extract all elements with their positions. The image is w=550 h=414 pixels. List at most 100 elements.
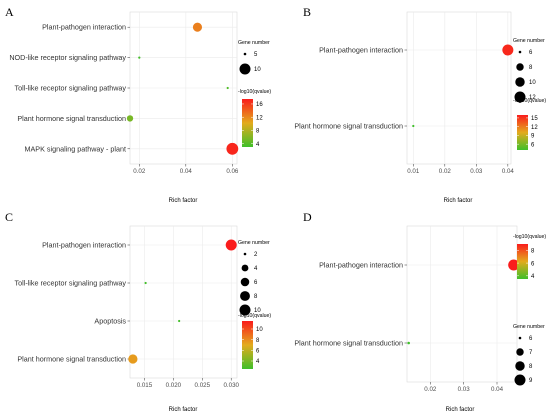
size-legend-dot xyxy=(514,374,526,386)
color-legend-label: 6 xyxy=(531,261,535,267)
x-tick-label: 0.025 xyxy=(195,382,211,389)
x-tick-label: 0.04 xyxy=(502,168,515,175)
pathway-label: Plant-pathogen interaction xyxy=(42,23,126,32)
x-tick-label: 0.01 xyxy=(407,168,420,175)
data-point xyxy=(144,281,147,285)
data-point xyxy=(508,259,520,271)
color-legend-label: 6 xyxy=(256,349,260,355)
size-legend-dot xyxy=(239,304,251,316)
pathway-label: Plant-pathogen interaction xyxy=(319,261,403,270)
size-legend-label: 9 xyxy=(529,378,533,384)
x-tick-label: 0.020 xyxy=(166,382,182,389)
data-point xyxy=(407,341,410,345)
size-legend-dot xyxy=(240,277,250,287)
color-legend-title: -log10(qvalue) xyxy=(238,89,271,95)
data-point xyxy=(126,115,134,122)
panel-c: C 0.015 0.020 0.025 0.030 Plant-pathogen inte… xyxy=(5,210,271,413)
color-legend-label: 6 xyxy=(531,142,535,148)
size-legend-label: 6 xyxy=(254,280,258,286)
size-legend-label: 5 xyxy=(254,52,258,58)
plot-area xyxy=(406,225,518,383)
data-point xyxy=(138,56,141,59)
size-legend-label: 8 xyxy=(529,364,533,370)
x-axis-title: Rich factor xyxy=(169,407,198,413)
size-legend-title: Gene number xyxy=(513,38,545,44)
size-legend-dot xyxy=(518,50,522,54)
color-legend-bar xyxy=(242,321,253,369)
plot-area xyxy=(129,225,238,379)
data-point xyxy=(225,239,237,251)
color-legend-title: -log10(qvalue) xyxy=(513,234,546,240)
size-legend-label: 6 xyxy=(529,50,533,56)
size-legend-label: 4 xyxy=(254,266,258,272)
size-legend-dot xyxy=(514,91,526,103)
size-legend-title: Gene number xyxy=(238,40,270,46)
color-legend-label: 4 xyxy=(256,142,260,148)
size-legend-dot xyxy=(239,63,251,75)
x-tick-label: 0.04 xyxy=(180,168,193,175)
size-legend-dot xyxy=(240,291,250,301)
pathway-label: Toll-like receptor signaling pathway xyxy=(15,279,127,288)
x-tick-label: 0.06 xyxy=(226,168,239,175)
pathway-label: Apoptosis xyxy=(94,317,126,326)
size-legend-dot xyxy=(241,264,249,272)
size-legend-title: Gene number xyxy=(513,324,545,330)
x-axis-title: Rich factor xyxy=(444,198,473,204)
data-point xyxy=(502,44,514,56)
data-point xyxy=(226,86,229,90)
size-legend-dot xyxy=(243,52,247,56)
x-axis-title: Rich factor xyxy=(169,198,198,204)
x-tick-label: 0.02 xyxy=(133,168,146,175)
color-legend-bar xyxy=(242,99,253,147)
plot-area xyxy=(406,11,512,165)
data-point xyxy=(178,319,181,323)
color-legend-title: -log10(qvalue) xyxy=(238,313,271,319)
color-legend-label: 16 xyxy=(256,102,263,108)
color-legend-label: 15 xyxy=(531,116,538,122)
size-legend-label: 10 xyxy=(254,67,261,73)
x-tick-label: 0.02 xyxy=(424,386,437,393)
color-legend-label: 8 xyxy=(531,249,535,255)
size-legend-label: 6 xyxy=(529,336,533,342)
size-legend-label: 8 xyxy=(529,65,533,71)
data-point xyxy=(128,354,138,364)
x-axis-title: Rich factor xyxy=(446,407,475,413)
pathway-label: Plant hormone signal transduction xyxy=(294,122,403,131)
panel-d: D 0.02 0.03 0.04 Plant-pathogen interaction P… xyxy=(294,210,546,413)
x-tick-label: 0.02 xyxy=(439,168,452,175)
color-legend-bar xyxy=(517,115,528,150)
pathway-label: Plant-pathogen interaction xyxy=(42,241,126,250)
size-legend-label: 7 xyxy=(529,350,533,356)
color-legend-label: 8 xyxy=(256,338,260,344)
pathway-label: MAPK signaling pathway - plant xyxy=(25,144,126,153)
size-legend-dot xyxy=(516,348,524,356)
size-legend-dot xyxy=(515,361,525,371)
size-legend-dot xyxy=(515,77,525,87)
size-legend-title: Gene number xyxy=(238,240,270,246)
pathway-label: Plant hormone signal transduction xyxy=(294,339,403,348)
x-tick-label: 0.03 xyxy=(458,386,471,393)
pathway-label: Plant hormone signal transduction xyxy=(17,355,126,364)
size-legend-dot xyxy=(518,336,522,340)
size-legend-label: 12 xyxy=(529,95,536,101)
panel-letter: A xyxy=(5,5,14,19)
data-point xyxy=(226,142,239,155)
panel-letter: D xyxy=(303,210,312,224)
size-legend-label: 10 xyxy=(529,80,536,86)
data-point xyxy=(192,22,203,32)
size-legend-dot xyxy=(516,63,524,71)
color-legend-label: 12 xyxy=(256,115,263,121)
size-legend-label: 8 xyxy=(254,294,258,300)
size-legend-label: 2 xyxy=(254,252,258,258)
color-legend-label: 10 xyxy=(256,327,263,333)
pathway-label: Plant hormone signal transduction xyxy=(17,114,126,123)
pathway-label: Plant-pathogen interaction xyxy=(319,46,403,55)
x-tick-label: 0.04 xyxy=(491,386,504,393)
pathway-label: NOD-like receptor signaling pathway xyxy=(9,53,126,62)
x-tick-label: 0.015 xyxy=(137,382,153,389)
color-legend-label: 4 xyxy=(256,359,260,365)
color-legend-title: -log10(qvalue) xyxy=(513,98,546,104)
size-legend-label: 10 xyxy=(254,308,261,314)
x-tick-label: 0.030 xyxy=(223,382,239,389)
